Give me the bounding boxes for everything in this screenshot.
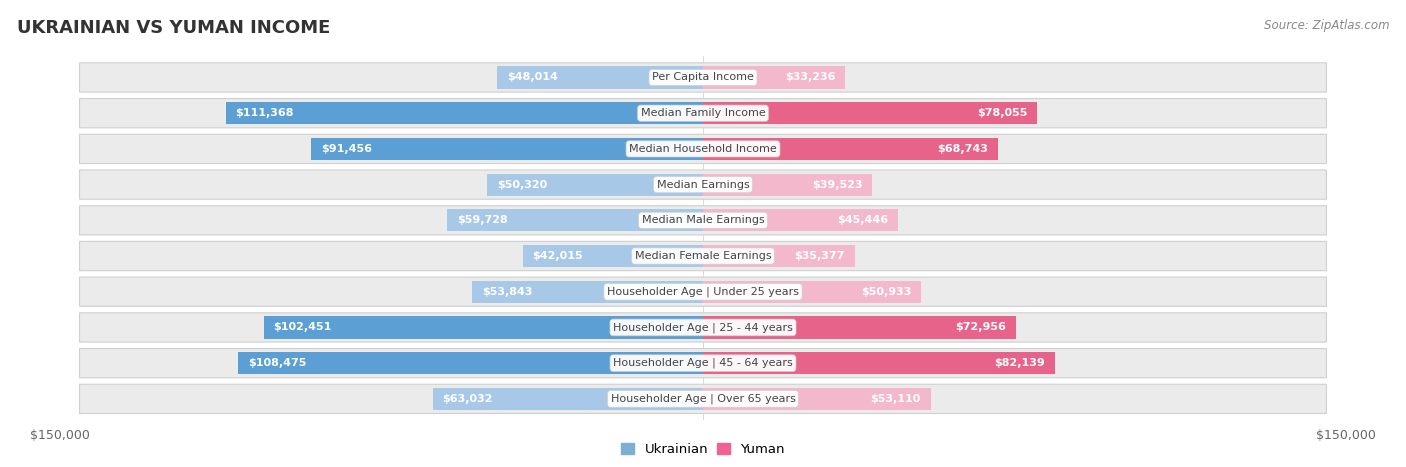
Text: $45,446: $45,446	[837, 215, 889, 225]
Text: $72,956: $72,956	[955, 322, 1005, 333]
FancyBboxPatch shape	[80, 384, 1326, 413]
Text: Householder Age | 25 - 44 years: Householder Age | 25 - 44 years	[613, 322, 793, 333]
Text: $48,014: $48,014	[508, 72, 558, 83]
Text: $53,110: $53,110	[870, 394, 921, 404]
Text: Median Earnings: Median Earnings	[657, 180, 749, 190]
Legend: Ukrainian, Yuman: Ukrainian, Yuman	[616, 438, 790, 461]
Text: $59,728: $59,728	[457, 215, 508, 225]
Bar	[703, 138, 998, 160]
Text: $78,055: $78,055	[977, 108, 1028, 118]
Text: Source: ZipAtlas.com: Source: ZipAtlas.com	[1264, 19, 1389, 32]
Bar	[703, 174, 872, 196]
Text: $39,523: $39,523	[813, 180, 863, 190]
Text: $108,475: $108,475	[247, 358, 307, 368]
Text: $33,236: $33,236	[786, 72, 835, 83]
FancyBboxPatch shape	[80, 134, 1326, 163]
Bar	[703, 245, 855, 267]
Bar	[703, 66, 845, 89]
Bar	[264, 316, 703, 339]
FancyBboxPatch shape	[80, 63, 1326, 92]
Bar	[311, 138, 703, 160]
Bar	[226, 102, 703, 124]
FancyBboxPatch shape	[80, 241, 1326, 271]
FancyBboxPatch shape	[80, 170, 1326, 199]
Text: $91,456: $91,456	[321, 144, 371, 154]
FancyBboxPatch shape	[80, 313, 1326, 342]
FancyBboxPatch shape	[80, 99, 1326, 128]
Bar	[472, 281, 703, 303]
FancyBboxPatch shape	[80, 205, 1326, 235]
Text: Householder Age | 45 - 64 years: Householder Age | 45 - 64 years	[613, 358, 793, 368]
Bar	[703, 209, 898, 231]
Text: $53,843: $53,843	[482, 287, 533, 297]
Text: $50,933: $50,933	[862, 287, 911, 297]
Bar	[703, 281, 921, 303]
Bar	[498, 66, 703, 89]
Text: $50,320: $50,320	[498, 180, 547, 190]
Text: $42,015: $42,015	[533, 251, 583, 261]
Text: Median Family Income: Median Family Income	[641, 108, 765, 118]
Text: Householder Age | Under 25 years: Householder Age | Under 25 years	[607, 286, 799, 297]
Text: UKRAINIAN VS YUMAN INCOME: UKRAINIAN VS YUMAN INCOME	[17, 19, 330, 37]
Text: $63,032: $63,032	[443, 394, 494, 404]
FancyBboxPatch shape	[80, 277, 1326, 306]
Text: Median Male Earnings: Median Male Earnings	[641, 215, 765, 225]
Bar	[447, 209, 703, 231]
Bar	[703, 316, 1015, 339]
Bar	[703, 352, 1054, 374]
Text: $68,743: $68,743	[936, 144, 988, 154]
Text: $82,139: $82,139	[994, 358, 1045, 368]
Bar	[703, 102, 1038, 124]
Text: $111,368: $111,368	[235, 108, 294, 118]
Text: Householder Age | Over 65 years: Householder Age | Over 65 years	[610, 394, 796, 404]
Text: Per Capita Income: Per Capita Income	[652, 72, 754, 83]
Bar	[238, 352, 703, 374]
Text: Median Female Earnings: Median Female Earnings	[634, 251, 772, 261]
Bar	[433, 388, 703, 410]
Bar	[488, 174, 703, 196]
Text: $35,377: $35,377	[794, 251, 845, 261]
Bar	[523, 245, 703, 267]
Bar	[703, 388, 931, 410]
Text: Median Household Income: Median Household Income	[628, 144, 778, 154]
Text: $102,451: $102,451	[274, 322, 332, 333]
FancyBboxPatch shape	[80, 348, 1326, 378]
